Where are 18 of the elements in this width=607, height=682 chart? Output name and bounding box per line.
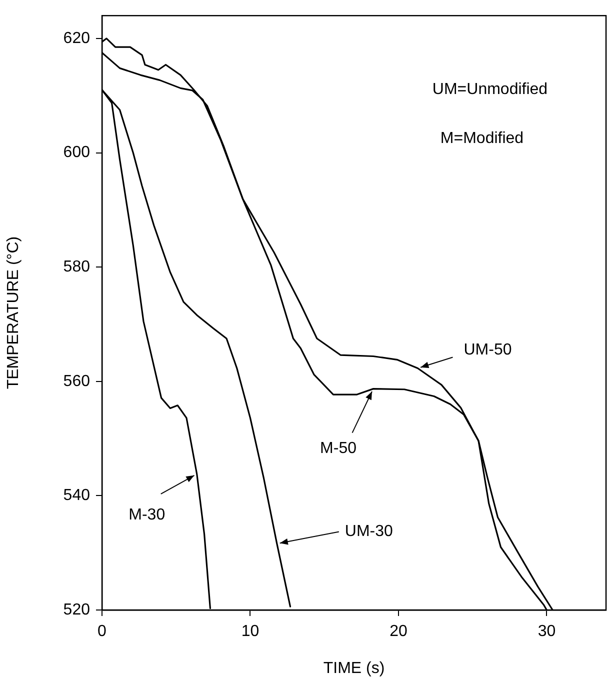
x-tick-label: 30 [538,623,556,640]
annotation: M-30 [128,506,166,524]
y-tick-label: 600 [63,144,90,162]
y-axis-title: TEMPERATURE (°C) [5,236,22,390]
annotation: M=Modified [440,130,524,148]
annotation: UM=Unmodified [432,81,548,98]
annotation: M-50 [320,440,357,458]
y-tick-label: 560 [63,372,90,390]
x-tick-label: 20 [390,623,408,640]
x-tick-label: 0 [98,623,107,640]
annotation: UM-30 [344,523,394,540]
annotation: UM-50 [464,342,512,359]
x-axis-title: TIME (s) [323,660,385,677]
y-tick-label: 540 [63,487,90,504]
y-tick-label: 620 [63,30,90,47]
y-tick-label: 580 [63,258,90,276]
x-tick-label: 10 [241,623,260,640]
y-tick-label: 520 [63,601,90,618]
